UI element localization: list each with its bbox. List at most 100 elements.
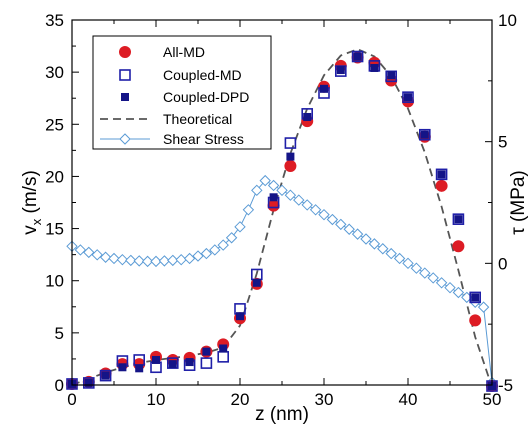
shear-stress-point — [284, 189, 297, 201]
all-md-point — [435, 179, 448, 192]
y2-tick-label: 0 — [498, 254, 507, 273]
shear-stress-point — [267, 179, 280, 192]
coupled-md-point — [469, 291, 482, 304]
coupled-dpd-point — [420, 130, 429, 139]
shear-stress-point — [108, 252, 120, 265]
y-tick-label: 5 — [55, 324, 64, 343]
shear-stress-point — [183, 252, 196, 265]
y2-tick-label: 10 — [498, 11, 517, 30]
coupled-dpd-point — [152, 355, 160, 364]
shear-stress-point — [99, 251, 112, 263]
coupled-dpd-point — [269, 193, 278, 202]
y-axis-label: vx (m/s) — [20, 170, 44, 235]
coupled-md-point — [284, 137, 297, 149]
shear-stress-point — [175, 253, 187, 266]
legend-swatch-all-md — [119, 46, 131, 58]
coupled-dpd-point — [488, 382, 496, 391]
coupled-dpd-point — [353, 52, 362, 61]
shear-stress-point — [125, 254, 137, 267]
coupled-dpd-point — [252, 278, 261, 287]
legend-label-coupled-dpd: Coupled-DPD — [163, 89, 249, 105]
legend: All-MD Coupled-MD Coupled-DPD Theoretical Sh… — [92, 35, 272, 150]
coupled-dpd-point — [336, 66, 345, 75]
x-tick-label: 30 — [315, 390, 334, 409]
all-md-point — [452, 240, 465, 253]
plot-layer — [66, 48, 498, 393]
coupled-dpd-point — [303, 112, 312, 121]
y-tick-label: 35 — [45, 11, 64, 30]
coupled-dpd-point — [404, 93, 412, 102]
shear-stress-point — [335, 218, 347, 231]
shear-stress-point — [326, 213, 339, 226]
y-tick-label: 20 — [45, 167, 64, 186]
series-theoretical-line — [71, 48, 493, 388]
y-axis-label-symbol: v — [20, 225, 41, 235]
y2-tick-label: -5 — [498, 376, 513, 395]
shear-stress-point — [444, 281, 456, 294]
coupled-dpd-point — [454, 215, 463, 224]
shear-stress-point — [276, 184, 288, 197]
shear-stress-point — [293, 194, 305, 206]
shear-stress-point — [209, 244, 221, 256]
shear-stress-point — [377, 243, 389, 255]
shear-stress-point — [393, 252, 406, 265]
x-tick-label: 10 — [147, 390, 166, 409]
shear-stress-point — [360, 233, 372, 245]
shear-stress-point — [141, 255, 154, 268]
shear-stress-point — [368, 238, 381, 250]
y2-tick-label: 5 — [498, 133, 507, 152]
y2-axis-label: τ (MPa) — [508, 170, 529, 235]
coupled-dpd-point — [101, 371, 110, 380]
coupled-dpd-point — [286, 152, 295, 161]
y-axis-label-units: (m/s) — [20, 170, 41, 219]
shear-stress-point — [150, 255, 162, 268]
y-axis-label-subscript: x — [29, 218, 44, 225]
series-shear-stress-line — [71, 179, 493, 383]
shear-stress-point — [91, 249, 103, 261]
legend-label-theoretical: Theoretical — [163, 111, 232, 127]
legend-label-coupled-md: Coupled-MD — [163, 67, 242, 83]
y-tick-label: 15 — [45, 220, 64, 239]
y-tick-label: 10 — [45, 272, 64, 291]
legend-swatch-coupled-dpd — [121, 93, 129, 101]
coupled-dpd-point — [118, 363, 127, 372]
coupled-dpd-point — [471, 293, 480, 302]
shear-stress-point — [402, 257, 414, 270]
shear-stress-point — [301, 199, 313, 211]
shear-stress-point — [410, 262, 423, 274]
shear-stress-point — [158, 255, 171, 267]
shear-stress-point — [192, 250, 204, 262]
coupled-md-point — [418, 128, 431, 141]
legend-swatch-shear-stress — [119, 133, 131, 145]
x-tick-label: 50 — [483, 390, 502, 409]
coupled-dpd-point — [320, 84, 328, 93]
shear-stress-point — [435, 277, 448, 289]
shear-stress-point — [309, 204, 322, 216]
axes-layer: 0 10 20 30 40 50 0 5 10 15 20 25 30 35 -5 0 5 10 z (nm) vx … — [20, 11, 529, 425]
x-axis-label: z (nm) — [255, 404, 309, 425]
coupled-md-point — [351, 50, 364, 63]
all-md-point — [284, 160, 297, 172]
coupled-md-point — [200, 357, 213, 369]
shear-stress-point — [234, 221, 246, 233]
shear-stress-point — [259, 174, 271, 187]
x-tick-label: 20 — [231, 390, 250, 409]
shear-stress-point — [251, 184, 263, 197]
all-md-point — [267, 199, 280, 212]
shear-stress-point — [74, 244, 87, 256]
y-tick-label: 30 — [45, 63, 64, 82]
coupled-dpd-point — [135, 364, 144, 373]
shear-stress-point — [477, 301, 490, 313]
coupled-dpd-point — [84, 378, 93, 387]
shear-stress-point — [167, 254, 179, 267]
x-tick-label: 40 — [399, 390, 418, 409]
shear-stress-point — [419, 267, 431, 279]
coupled-dpd-point — [168, 360, 177, 369]
coupled-md-point — [452, 213, 465, 225]
coupled-dpd-point — [202, 347, 211, 356]
shear-stress-point — [225, 232, 238, 244]
legend-label-shear-stress: Shear Stress — [163, 131, 244, 147]
y-tick-label: 25 — [45, 115, 64, 134]
shear-stress-point — [83, 246, 95, 259]
